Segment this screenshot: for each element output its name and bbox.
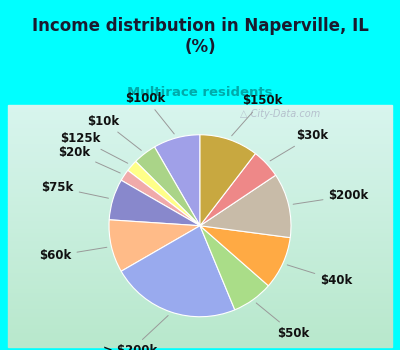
Bar (8, 129, 392, 133)
Bar (8, 141, 392, 145)
Bar (8, 306, 392, 310)
Bar (8, 149, 392, 153)
Wedge shape (109, 180, 200, 226)
Bar (8, 194, 392, 197)
Bar (8, 250, 392, 254)
Bar (8, 133, 392, 137)
Bar (8, 190, 392, 194)
Bar (8, 145, 392, 149)
Bar (8, 314, 392, 318)
Bar (8, 330, 392, 335)
Bar (8, 109, 392, 113)
Bar (8, 113, 392, 117)
Text: △ City-Data.com: △ City-Data.com (240, 109, 320, 119)
Bar (8, 169, 392, 174)
Bar (8, 158, 392, 161)
Bar (8, 338, 392, 342)
Text: $150k: $150k (232, 94, 283, 136)
Bar (8, 270, 392, 274)
Text: Income distribution in Naperville, IL
(%): Income distribution in Naperville, IL (%… (32, 18, 368, 56)
Bar (8, 177, 392, 181)
Bar (8, 214, 392, 218)
Bar (8, 202, 392, 206)
Bar (8, 226, 392, 230)
Bar (8, 222, 392, 226)
Bar (0, 0, 400, 105)
Wedge shape (109, 220, 200, 271)
Text: Multirace residents: Multirace residents (127, 86, 273, 99)
Bar (8, 274, 392, 278)
Text: $10k: $10k (88, 114, 141, 150)
Wedge shape (200, 175, 291, 238)
Bar (8, 230, 392, 234)
Wedge shape (200, 135, 255, 226)
Wedge shape (121, 226, 235, 317)
Bar (8, 234, 392, 238)
Bar (8, 186, 392, 190)
Bar (8, 310, 392, 314)
Bar (8, 218, 392, 222)
Wedge shape (200, 154, 276, 226)
Bar (8, 197, 392, 202)
Wedge shape (200, 226, 290, 286)
Bar (8, 266, 392, 270)
Bar (8, 238, 392, 242)
Text: $50k: $50k (256, 303, 309, 340)
Text: $100k: $100k (126, 92, 174, 134)
Bar (8, 290, 392, 294)
Bar (8, 335, 392, 338)
Bar (8, 161, 392, 166)
Text: $40k: $40k (287, 265, 352, 287)
Bar (8, 294, 392, 298)
Bar (8, 302, 392, 306)
Text: $30k: $30k (270, 129, 328, 161)
Text: $200k: $200k (293, 189, 369, 204)
Bar (8, 166, 392, 169)
Wedge shape (121, 170, 200, 226)
Bar (8, 342, 392, 346)
Text: $20k: $20k (58, 146, 120, 173)
Bar (8, 174, 392, 177)
Bar (8, 322, 392, 326)
Wedge shape (200, 226, 268, 310)
Text: > $200k: > $200k (103, 316, 168, 350)
Text: $125k: $125k (60, 132, 128, 163)
Bar (8, 258, 392, 262)
Wedge shape (154, 135, 200, 226)
Bar (8, 117, 392, 121)
Bar (8, 278, 392, 282)
Bar (8, 210, 392, 214)
Bar (8, 318, 392, 322)
Text: $75k: $75k (42, 181, 108, 198)
Bar (8, 206, 392, 210)
Bar (8, 181, 392, 186)
Bar (8, 246, 392, 250)
Bar (8, 153, 392, 158)
Bar (8, 254, 392, 258)
Bar (8, 262, 392, 266)
Text: $60k: $60k (39, 247, 107, 262)
Bar (8, 326, 392, 330)
Bar (8, 298, 392, 302)
Bar (8, 282, 392, 286)
Bar (8, 125, 392, 129)
Wedge shape (128, 161, 200, 226)
Bar (8, 121, 392, 125)
Bar (8, 286, 392, 290)
Bar (8, 242, 392, 246)
Bar (8, 137, 392, 141)
Bar (8, 105, 392, 109)
Wedge shape (136, 147, 200, 226)
